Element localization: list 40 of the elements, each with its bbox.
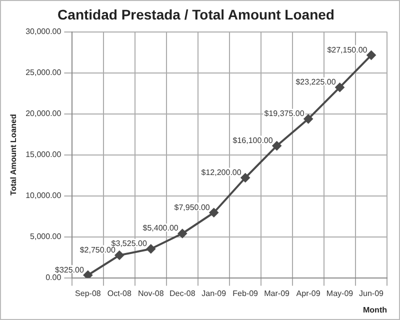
x-tick-label: Jan-09 (202, 288, 227, 298)
data-label: $325.00 (55, 265, 84, 274)
point (304, 114, 313, 124)
point (178, 229, 187, 238)
data-label: $2,750.00 (80, 245, 116, 254)
point (366, 50, 376, 60)
x-tick-label: Dec-08 (169, 288, 196, 298)
y-tick-label: 15,000.00 (26, 150, 62, 160)
data-label: $23,225.00 (296, 78, 336, 87)
x-tick-label: Oct-08 (107, 288, 132, 298)
x-tick-label: Jun-09 (359, 288, 384, 298)
y-tick-label: 20,000.00 (26, 109, 62, 118)
x-tick-label: Mar-09 (264, 288, 290, 298)
point (335, 82, 344, 92)
data-label: $7,950.00 (174, 202, 210, 212)
x-tick-label: Nov-08 (138, 288, 164, 298)
point (83, 270, 92, 278)
data-label: $5,400.00 (142, 224, 179, 233)
data-label: $27,150.00 (327, 45, 368, 54)
x-tick-label: Apr-09 (296, 288, 321, 298)
y-tick-label: 10,000.00 (26, 191, 62, 200)
x-tick-label: May-09 (326, 288, 354, 298)
x-tick-label: Sep-08 (75, 288, 102, 298)
x-tick-label: Feb-09 (232, 288, 259, 298)
data-label: $16,100.00 (232, 136, 274, 145)
y-axis-title: Total Amount Loaned (9, 114, 18, 196)
chart-title: Cantidad Prestada / Total Amount Loaned (58, 6, 334, 22)
data-label: $12,200.00 (201, 168, 242, 177)
data-label: $3,525.00 (111, 239, 148, 248)
point (272, 141, 282, 150)
point (209, 208, 218, 218)
x-axis-title: Month (363, 305, 388, 314)
y-tick-label: 5,000.00 (30, 232, 62, 242)
data-label: $19,375.00 (264, 109, 305, 118)
point (114, 250, 124, 260)
y-tick-label: 0.00 (46, 273, 62, 282)
point (146, 244, 156, 254)
point (240, 173, 250, 182)
y-tick-label: 30,000.00 (26, 27, 62, 36)
y-tick-label: 25,000.00 (26, 68, 62, 78)
